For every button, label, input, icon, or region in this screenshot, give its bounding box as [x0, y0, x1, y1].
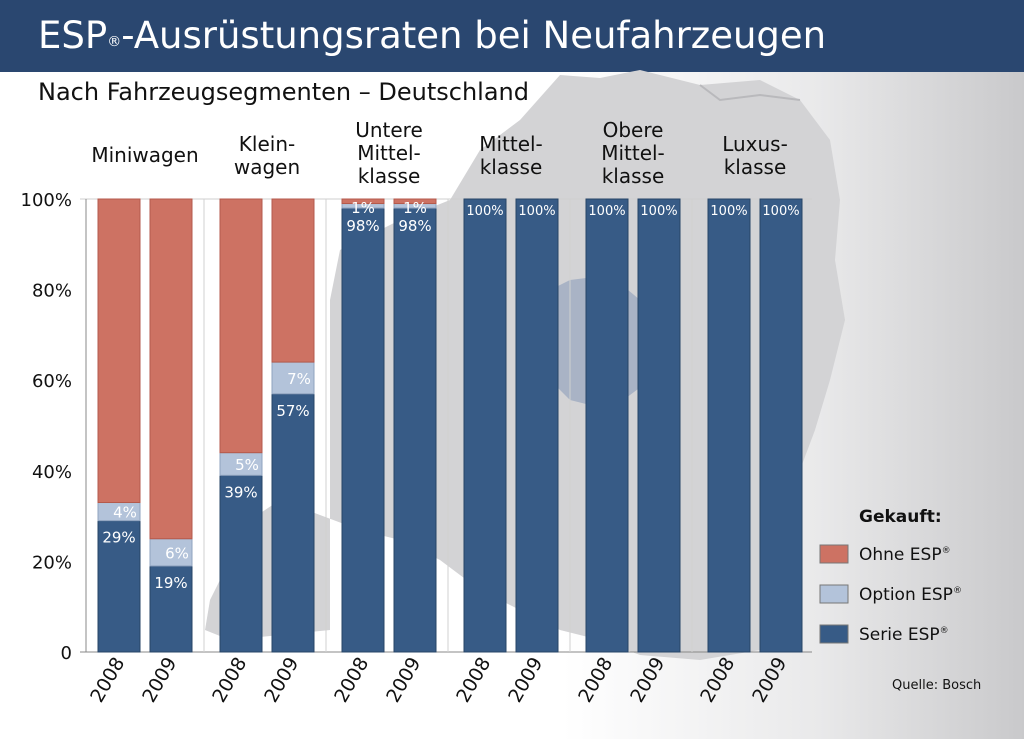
- segment-label: Mittel-: [357, 141, 421, 165]
- map-border: [699, 84, 801, 102]
- data-label-serie: 98%: [346, 217, 379, 235]
- segment-label: klasse: [480, 155, 543, 179]
- chart-subtitle: Nach Fahrzeugsegmenten – Deutschland: [38, 78, 529, 106]
- y-tick-label: 20%: [32, 552, 72, 573]
- bar-ohne-esp: [97, 198, 141, 504]
- x-tick-label: 2008: [208, 654, 251, 707]
- gridlines: [80, 198, 812, 653]
- segment-label: Miniwagen: [91, 143, 198, 167]
- y-tick-label: 100%: [21, 190, 72, 211]
- bar-option-esp: [149, 538, 193, 567]
- bar-serie-esp: [463, 198, 507, 653]
- data-label-option: 6%: [165, 544, 189, 562]
- legend-title: Gekauft:: [859, 507, 942, 527]
- bar-serie-esp: [707, 198, 751, 653]
- data-label-option: 4%: [113, 504, 137, 522]
- x-tick-label: 2008: [330, 654, 373, 707]
- data-label-serie: 57%: [276, 402, 309, 420]
- bar-option-esp: [271, 361, 315, 395]
- y-tick-label: 40%: [32, 462, 72, 483]
- y-axis-ticks: 0 20% 40% 60% 80% 100%: [21, 190, 72, 664]
- data-label-serie: 19%: [154, 574, 187, 592]
- x-tick-label: 2008: [696, 654, 739, 707]
- legend-registered-mark: ®: [953, 586, 962, 596]
- x-tick-label: 2009: [748, 654, 791, 707]
- x-axis-ticks: 2008 2009 2008 2009 2008 2009 2008 2009 2008 2009…: [86, 654, 791, 707]
- bar-serie-esp: [219, 474, 263, 653]
- data-label-serie: 100%: [640, 204, 677, 219]
- legend-label: Option ESP®: [859, 585, 962, 605]
- source-note: Quelle: Bosch: [892, 678, 982, 693]
- segment-label: Mittel-: [601, 141, 665, 165]
- x-tick-label: 2008: [452, 654, 495, 707]
- x-tick-label: 2009: [626, 654, 669, 707]
- segment-label: wagen: [234, 155, 300, 179]
- title-registered-mark: ®: [107, 34, 122, 50]
- x-tick-label: 2009: [260, 654, 303, 707]
- data-label-serie: 29%: [102, 529, 135, 547]
- y-tick-label: 80%: [32, 281, 72, 302]
- segment-label: klasse: [724, 155, 787, 179]
- segment-label: klasse: [602, 164, 665, 188]
- legend-registered-mark: ®: [940, 626, 949, 636]
- data-label-option: 1%: [403, 199, 427, 217]
- x-tick-label: 2008: [86, 654, 129, 707]
- legend-label: Serie ESP®: [859, 625, 949, 645]
- title-rest: -Ausrüstungsraten bei Neufahrzeugen: [121, 14, 827, 57]
- data-label-serie: 100%: [588, 204, 625, 219]
- data-label-option: 7%: [287, 370, 311, 388]
- data-label-serie: 100%: [762, 204, 799, 219]
- data-label-serie: 100%: [466, 204, 503, 219]
- data-label-serie: 39%: [224, 483, 257, 501]
- x-tick-label: 2008: [574, 654, 617, 707]
- y-tick-label: 0: [61, 643, 72, 664]
- bar-serie-esp: [637, 198, 681, 653]
- y-tick-label: 60%: [32, 371, 72, 392]
- segment-label: Mittel-: [479, 132, 543, 156]
- bar-serie-esp: [515, 198, 559, 653]
- segment-label: Untere: [355, 118, 423, 142]
- bar-ohne-esp: [341, 198, 385, 205]
- bar-serie-esp: [341, 207, 385, 653]
- data-label-serie: 100%: [518, 204, 555, 219]
- bar-serie-esp: [393, 207, 437, 653]
- data-label-option: 5%: [235, 456, 259, 474]
- title-main: ESP: [38, 14, 108, 57]
- bar-serie-esp: [97, 520, 141, 653]
- legend-registered-mark: ®: [942, 546, 951, 556]
- x-tick-label: 2009: [382, 654, 425, 707]
- title-banner: ESP®-Ausrüstungsraten bei Neufahrzeugen: [0, 0, 1024, 72]
- chart-title: ESP®-Ausrüstungsraten bei Neufahrzeugen: [38, 12, 826, 60]
- bar-serie-esp: [585, 198, 629, 653]
- bar-ohne-esp: [219, 198, 263, 454]
- data-label-option: 1%: [351, 199, 375, 217]
- legend-swatch: [819, 624, 849, 644]
- bar-ohne-esp: [393, 198, 437, 205]
- bar-ohne-esp: [271, 198, 315, 363]
- x-tick-label: 2009: [504, 654, 547, 707]
- bar-serie-esp: [759, 198, 803, 653]
- bar-serie-esp: [271, 393, 315, 653]
- bar-ohne-esp: [149, 198, 193, 540]
- legend-swatch: [819, 544, 849, 564]
- legend-label: Ohne ESP®: [859, 545, 951, 565]
- bar-serie-esp: [149, 565, 193, 653]
- bars: 4%29%6%19%5%39%7%57%1%98%1%98%100% 100% 10…: [97, 198, 803, 653]
- x-tick-label: 2009: [138, 654, 181, 707]
- segment-label: Luxus-: [722, 132, 788, 156]
- data-label-serie: 100%: [710, 204, 747, 219]
- data-label-serie: 98%: [398, 217, 431, 235]
- legend: Gekauft: Ohne ESP® Option ESP® Serie ESP®: [819, 507, 962, 645]
- segment-label: Klein-: [239, 132, 295, 156]
- segment-label: Obere: [603, 118, 664, 142]
- segment-labels: Miniwagen Klein-wagenUntereMittel-klasseM…: [91, 118, 787, 188]
- legend-swatch: [819, 584, 849, 604]
- segment-label: klasse: [358, 164, 421, 188]
